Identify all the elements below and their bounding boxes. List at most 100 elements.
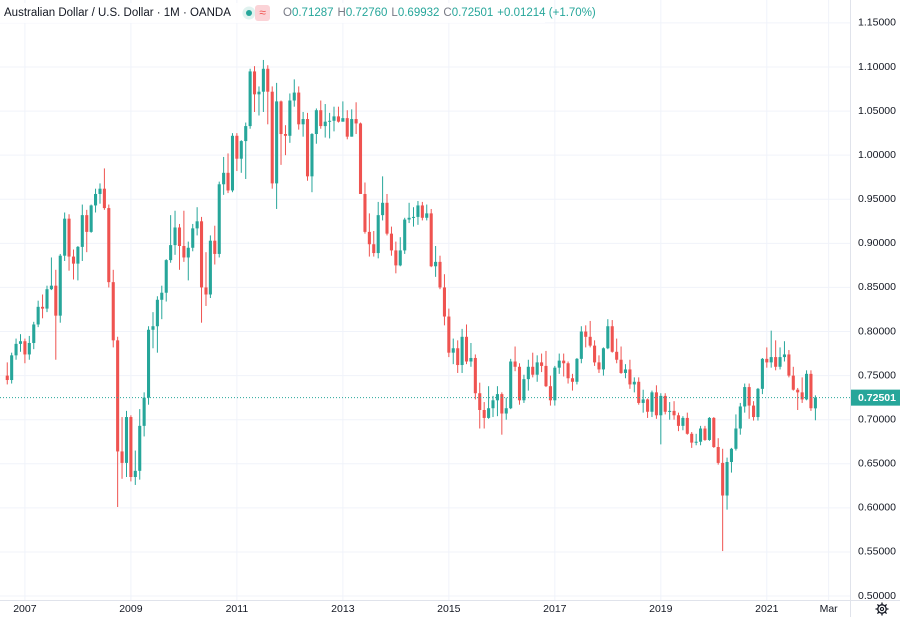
settings-icon[interactable] <box>875 602 889 616</box>
candle-body <box>195 221 199 229</box>
candle-body <box>434 261 438 267</box>
candle-body <box>712 417 716 448</box>
candle-body <box>129 417 133 478</box>
candle-body <box>641 399 645 403</box>
candle-body <box>58 255 62 316</box>
candle-body <box>456 348 460 366</box>
candle-body <box>562 360 566 364</box>
candle-body <box>89 205 93 232</box>
candle-body <box>606 326 610 349</box>
candle-body <box>752 405 756 418</box>
candle-body <box>142 397 146 426</box>
candle-body <box>553 367 557 401</box>
candle-body <box>694 441 698 443</box>
candle-body <box>389 233 393 251</box>
candle-body <box>76 246 80 264</box>
ohlc-legend: O0.71287 H0.72760 L0.69932 C0.72501 +0.01214… <box>283 7 596 19</box>
candle-body <box>49 285 53 290</box>
settings-gear-hub[interactable] <box>879 606 885 612</box>
candle-body <box>579 331 583 359</box>
candle-body <box>738 406 742 429</box>
candle-body <box>632 381 636 385</box>
symbol-title: Australian Dollar / U.S. Dollar · 1M · O… <box>4 7 231 19</box>
candle-body <box>292 92 296 101</box>
candle-body <box>668 410 672 412</box>
candle-body <box>597 362 601 370</box>
candle-body <box>509 361 513 409</box>
candle-body <box>464 336 469 362</box>
candle-body <box>345 118 349 137</box>
candle-body <box>478 393 482 410</box>
candle-body <box>310 134 314 177</box>
y-tick-label: 0.80000 <box>858 325 896 337</box>
candle-body <box>270 91 274 184</box>
candle-body <box>314 110 318 135</box>
candle-body <box>429 213 433 267</box>
candle-body <box>381 202 385 216</box>
candle-body <box>805 373 809 400</box>
settings-gear-teeth[interactable] <box>875 602 889 616</box>
candle-body <box>425 213 429 218</box>
y-tick-label: 0.95000 <box>858 193 896 205</box>
candle-body <box>173 227 177 246</box>
candle-body <box>297 92 301 125</box>
candle-body <box>588 336 592 346</box>
x-tick-label: 2007 <box>13 603 37 615</box>
y-tick-label: 1.15000 <box>858 17 896 29</box>
candle-body <box>80 215 84 247</box>
candle-body <box>14 343 18 356</box>
candle-body <box>575 358 579 382</box>
candle-body <box>628 369 632 385</box>
y-tick-label: 0.50000 <box>858 590 896 602</box>
candle-body <box>460 336 464 366</box>
candle-body <box>151 326 155 330</box>
candle-body <box>469 357 473 362</box>
candle-body <box>363 193 367 232</box>
y-tick-label: 0.70000 <box>858 413 896 425</box>
candle-body <box>354 119 358 124</box>
candle-body <box>36 306 40 325</box>
legend-background <box>0 3 545 23</box>
candle-body <box>707 417 711 440</box>
candle-body <box>177 227 182 246</box>
candle-body <box>787 354 791 376</box>
candle-body <box>593 345 597 363</box>
y-tick-label: 1.05000 <box>858 105 896 117</box>
candle-body <box>204 287 208 295</box>
candle-body <box>491 400 495 409</box>
candle-body <box>146 329 151 398</box>
candle-body <box>217 184 221 254</box>
candle-body <box>191 228 195 248</box>
candle-body <box>813 397 817 409</box>
settings-gear-ring[interactable] <box>877 604 887 614</box>
candle-body <box>45 289 49 309</box>
candle-body <box>164 260 168 293</box>
candle-body <box>328 120 332 122</box>
candle-body <box>124 417 129 463</box>
candle-body <box>239 141 243 159</box>
y-tick-label: 1.10000 <box>858 61 896 73</box>
y-tick-label: 1.00000 <box>858 149 896 161</box>
candle-body <box>275 101 279 184</box>
candle-body <box>699 428 703 442</box>
candle-body <box>774 357 778 367</box>
axes: 0.50000 0.55000 0.60000 0.65000 0.70000 0.750… <box>13 17 900 615</box>
data-badge[interactable] <box>255 5 270 21</box>
candle-body <box>226 172 230 191</box>
candle-body <box>416 205 420 217</box>
ohlc-value: 0.72501 <box>452 7 494 19</box>
candle-body <box>570 378 575 382</box>
y-tick-label: 0.90000 <box>858 237 896 249</box>
candle-body <box>778 357 782 367</box>
candle-body <box>252 71 257 95</box>
candle-body <box>155 299 159 327</box>
candle-body <box>500 394 504 414</box>
ohlc-key: H <box>338 7 346 19</box>
candle-body <box>248 71 252 127</box>
candle-body <box>407 217 411 220</box>
data-badge-icon[interactable]: ≈ <box>259 6 266 20</box>
candle-body <box>169 245 173 261</box>
candle-body <box>235 135 239 159</box>
candle-body <box>98 188 102 194</box>
candle-body <box>482 409 486 418</box>
